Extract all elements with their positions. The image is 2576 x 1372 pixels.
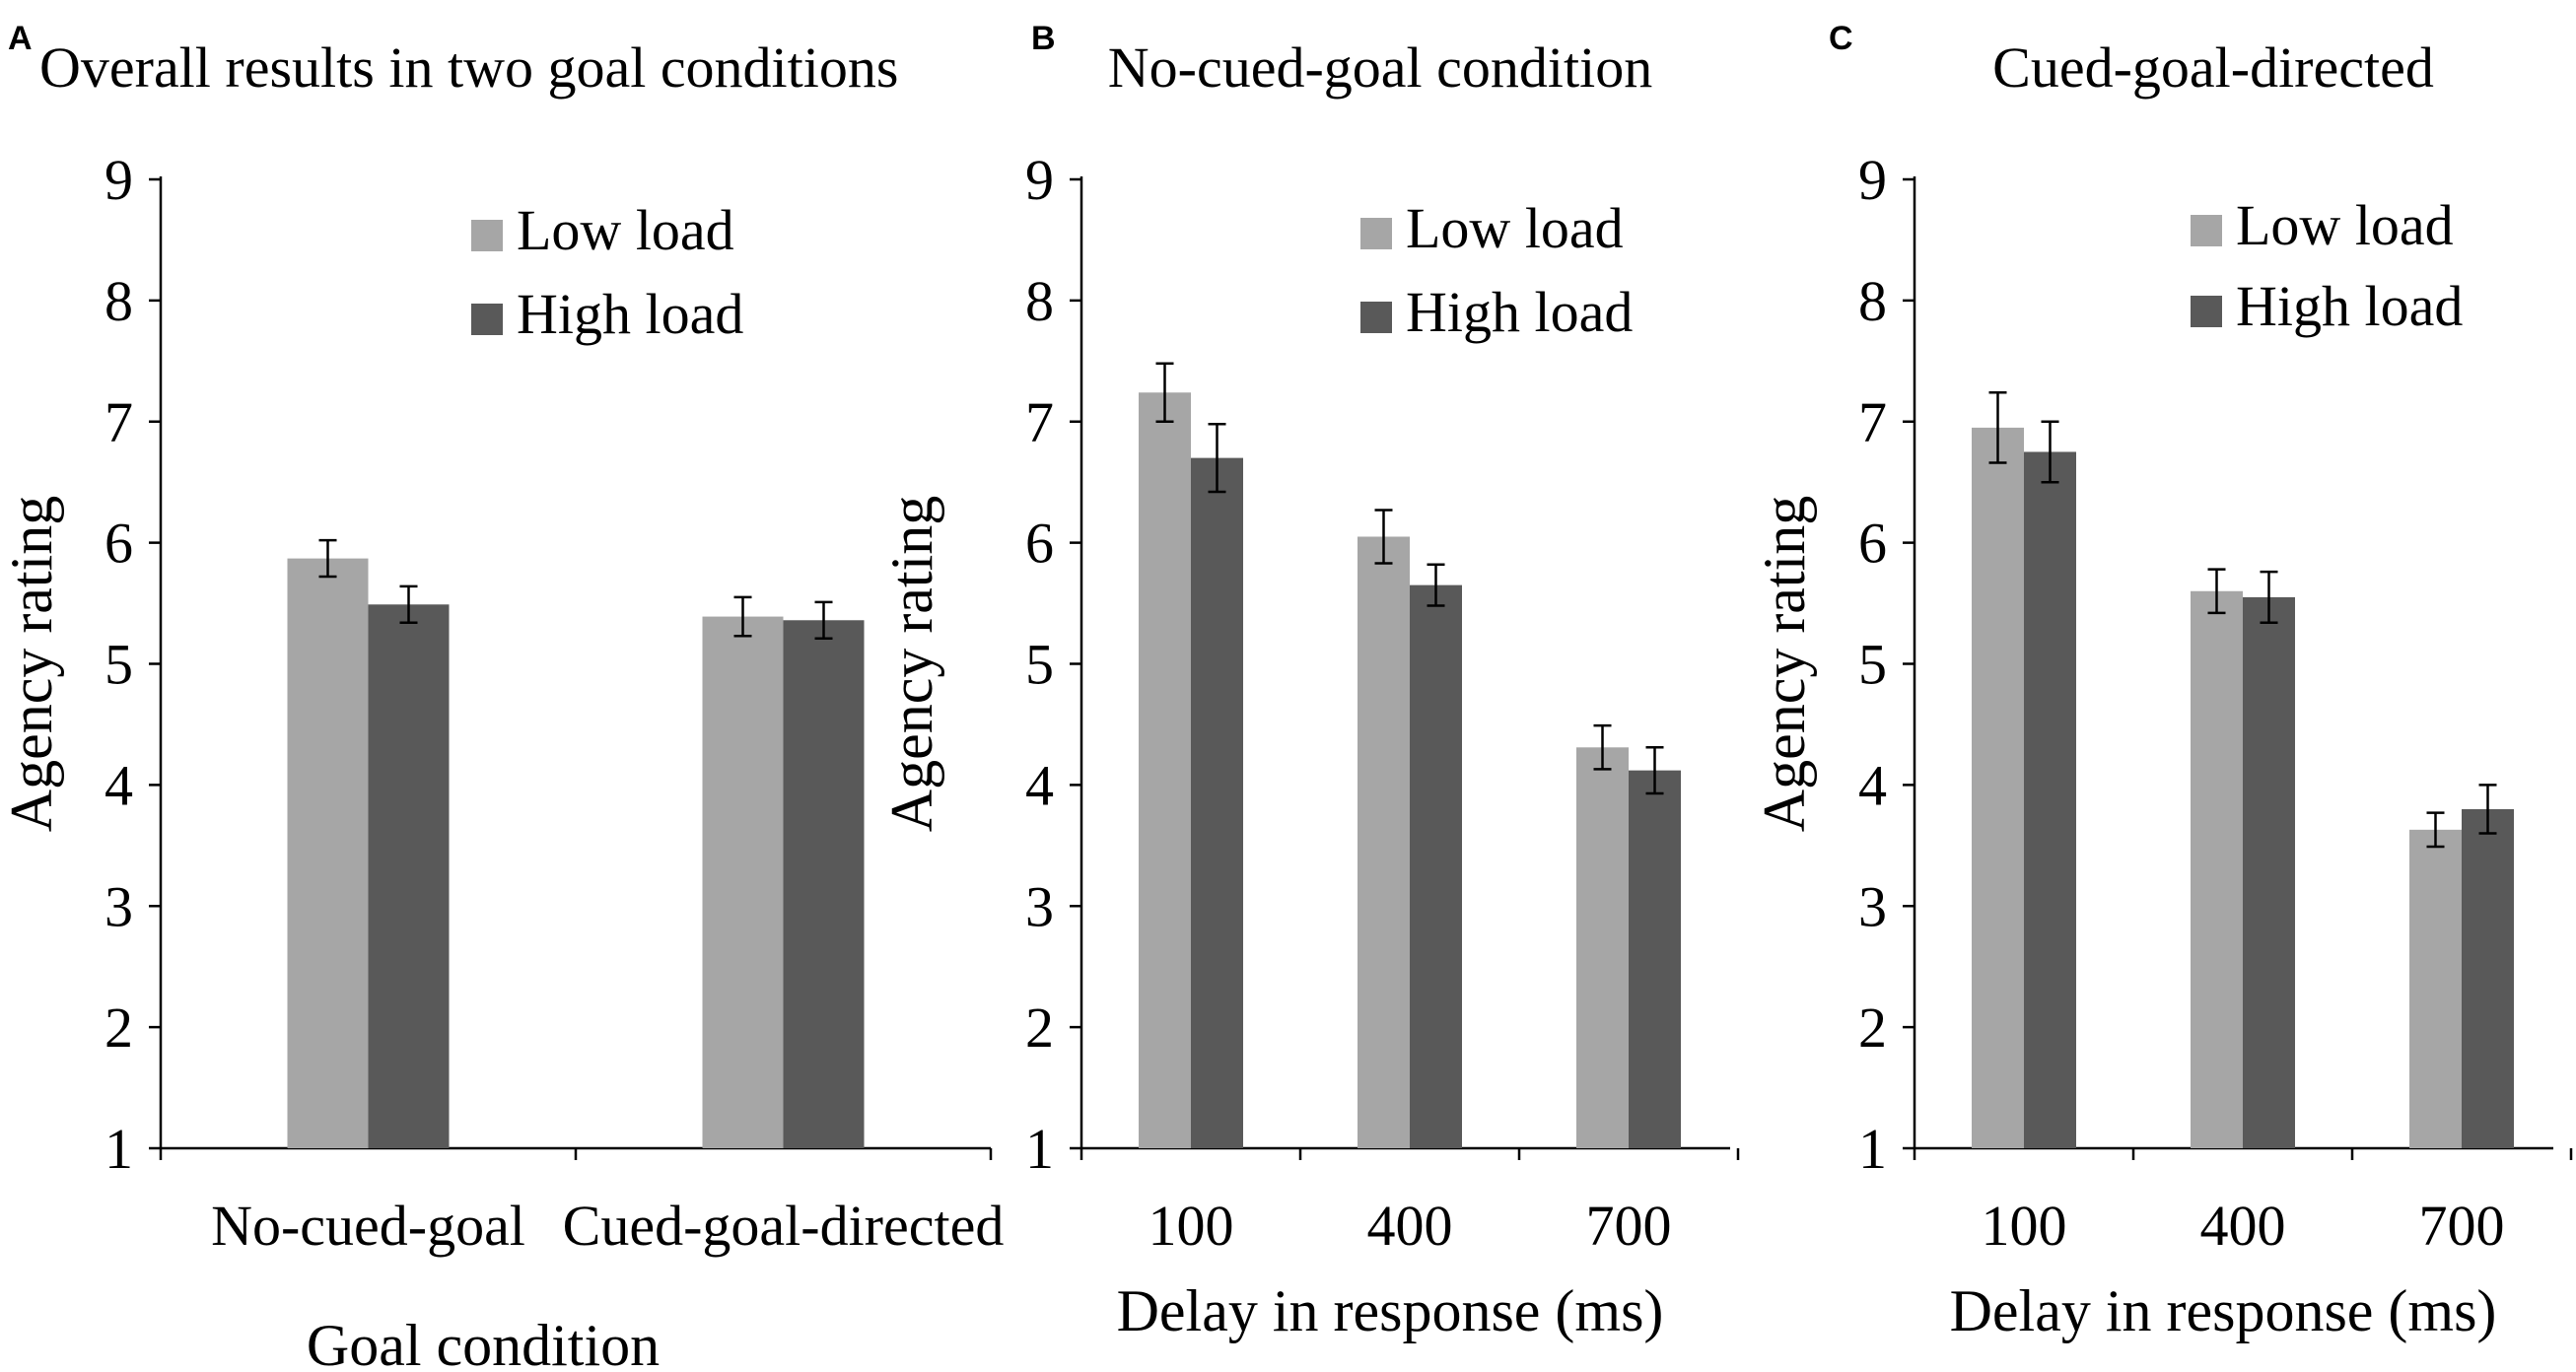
legend: Low load High load (471, 198, 743, 346)
y-axis-title: Agency rating (1752, 496, 1817, 833)
bar-low-load-700 (1576, 747, 1629, 1148)
y-tick-label: 4 (1025, 753, 1054, 817)
legend-label: High load (2236, 274, 2463, 338)
y-axis-title: Agency rating (0, 496, 64, 833)
panel-label: C (1829, 20, 1853, 57)
bar-low-load-no-cued-goal (287, 558, 369, 1148)
x-tick-label: 400 (2200, 1194, 2286, 1258)
legend-label: Low load (1406, 196, 1624, 260)
bar-low-load-100 (1972, 427, 2024, 1148)
bar-low-load-400 (1358, 536, 1410, 1148)
y-tick-label: 2 (1025, 995, 1054, 1060)
legend-label: High load (517, 282, 743, 346)
y-tick-label: 1 (1025, 1117, 1054, 1181)
chart-panel-a: A Overall results in two goal conditions 1… (0, 20, 1004, 1372)
legend: Low load High load (2191, 193, 2463, 338)
chart-panel-b: B No-cued-goal condition 1 2 3 4 5 6 7 8 9 100 400 70… (879, 20, 1740, 1343)
bar-high-load-700 (2462, 808, 2514, 1148)
x-axis-title: Delay in response (ms) (1950, 1278, 2497, 1343)
x-tick-label: 700 (1586, 1194, 1672, 1258)
y-tick-label: 5 (1858, 633, 1887, 697)
bar-low-load-cued-goal-directed (702, 616, 784, 1148)
bar-low-load-400 (2191, 590, 2243, 1148)
x-tick-label: 400 (1367, 1194, 1453, 1258)
legend-swatch (2191, 215, 2222, 246)
y-tick-label: 7 (1025, 390, 1054, 454)
bar-high-load-no-cued-goal (368, 604, 450, 1148)
bar-high-load-cued-goal-directed (783, 620, 865, 1148)
legend-swatch (1360, 302, 1392, 333)
y-tick-label: 7 (104, 390, 133, 454)
x-axis-title: Delay in response (ms) (1117, 1278, 1664, 1343)
y-tick-label: 5 (1025, 633, 1054, 697)
legend-swatch (2191, 296, 2222, 327)
y-tick-label: 3 (1858, 874, 1887, 938)
y-tick-label: 2 (104, 995, 133, 1060)
bar-high-load-100 (2024, 451, 2076, 1148)
legend-swatch (471, 304, 503, 335)
legend-swatch (471, 220, 503, 251)
chart-title: Overall results in two goal conditions (39, 35, 898, 100)
bar-high-load-700 (1629, 770, 1681, 1148)
y-tick-label: 1 (1858, 1117, 1887, 1181)
x-axis-title: Goal condition (307, 1313, 660, 1372)
y-tick-label: 8 (104, 269, 133, 333)
panel-label: B (1031, 20, 1056, 57)
legend-label: Low load (2236, 193, 2454, 257)
x-tick-label: 100 (1149, 1194, 1234, 1258)
y-tick-label: 7 (1858, 390, 1887, 454)
x-tick-label: No-cued-goal (211, 1194, 525, 1258)
legend-label: High load (1406, 280, 1633, 344)
y-tick-label: 1 (104, 1117, 133, 1181)
chart-panel-c: C Cued-goal-directed 1 2 3 4 5 6 7 8 9 100 400 700 Age… (1752, 20, 2573, 1343)
y-tick-label: 8 (1858, 269, 1887, 333)
bar-high-load-400 (1410, 584, 1462, 1148)
y-tick-label: 8 (1025, 269, 1054, 333)
chart-title: Cued-goal-directed (1992, 35, 2434, 100)
y-tick-label: 9 (1025, 148, 1054, 212)
y-tick-label: 6 (1025, 512, 1054, 576)
y-tick-label: 9 (1858, 148, 1887, 212)
chart-title: No-cued-goal condition (1108, 35, 1652, 100)
bar-low-load-100 (1139, 392, 1191, 1148)
y-tick-label: 2 (1858, 995, 1887, 1060)
y-tick-label: 5 (104, 633, 133, 697)
y-tick-label: 3 (104, 874, 133, 938)
legend-swatch (1360, 218, 1392, 249)
y-tick-label: 3 (1025, 874, 1054, 938)
x-tick-label: 700 (2419, 1194, 2505, 1258)
x-tick-label: Cued-goal-directed (563, 1194, 1005, 1258)
bar-low-load-700 (2409, 829, 2462, 1148)
y-axis-title: Agency rating (879, 496, 944, 833)
bar-high-load-400 (2243, 596, 2295, 1148)
y-tick-label: 4 (104, 753, 133, 817)
y-tick-label: 6 (104, 512, 133, 576)
x-tick-label: 100 (1982, 1194, 2067, 1258)
panel-label: A (8, 20, 33, 57)
y-tick-label: 4 (1858, 753, 1887, 817)
legend: Low load High load (1360, 196, 1633, 344)
y-tick-label: 6 (1858, 512, 1887, 576)
legend-label: Low load (517, 198, 734, 262)
y-tick-label: 9 (104, 148, 133, 212)
bar-high-load-100 (1191, 457, 1243, 1148)
